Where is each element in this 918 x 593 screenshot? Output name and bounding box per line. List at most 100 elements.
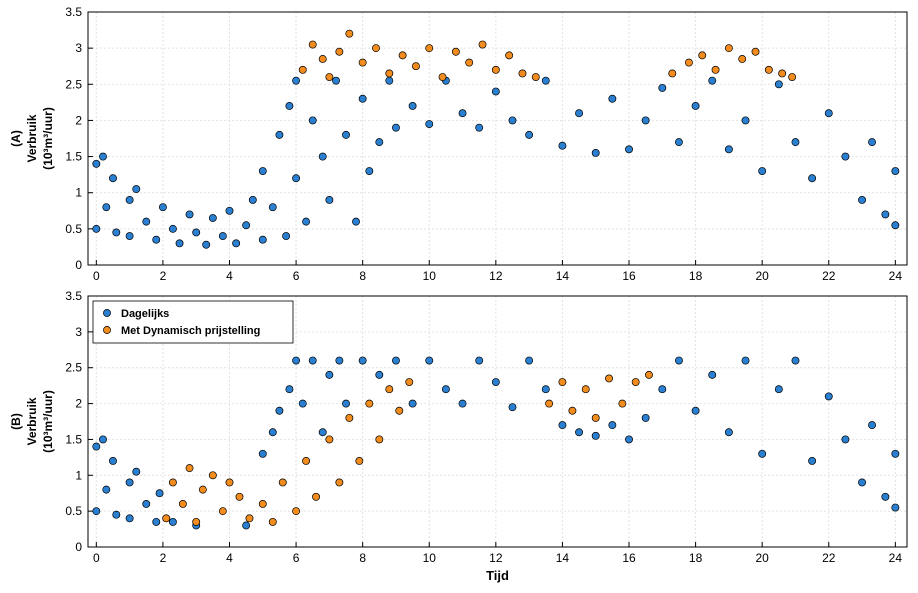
- point: [285, 385, 294, 394]
- point: [625, 435, 633, 444]
- point: [408, 102, 417, 110]
- point: [99, 435, 107, 444]
- point: [541, 385, 550, 394]
- plot-frame: [87, 11, 908, 266]
- y-tick-label: 2.5: [65, 361, 82, 375]
- panel: 00.511.522.533.50 2 4 6 8 10 12 14 16 18 20 22 24(B)…: [9, 289, 908, 583]
- point: [185, 464, 194, 473]
- point: [764, 65, 773, 74]
- point: [125, 478, 134, 487]
- point: [841, 435, 850, 444]
- x-tick-label: 20: [755, 551, 769, 565]
- point: [558, 141, 567, 150]
- point: [152, 235, 161, 244]
- y-axis-label: Verbruik: [25, 114, 39, 162]
- point: [275, 130, 284, 139]
- point: [808, 174, 817, 183]
- y-tick-label: 3.5: [65, 5, 82, 19]
- point: [258, 449, 267, 458]
- point: [641, 116, 650, 125]
- x-tick-label: 18: [689, 269, 703, 283]
- point: [242, 221, 251, 230]
- point: [741, 356, 750, 365]
- x-tick-label: 16: [622, 551, 636, 565]
- point: [375, 138, 384, 147]
- y-axis-label: (10³m³/uur): [41, 390, 55, 453]
- point: [618, 399, 627, 408]
- point: [891, 221, 900, 230]
- point: [335, 47, 344, 56]
- point: [358, 356, 367, 365]
- point: [631, 378, 640, 387]
- x-tick-label: 12: [489, 269, 503, 283]
- point: [92, 442, 101, 451]
- point: [581, 385, 590, 394]
- point: [392, 123, 400, 132]
- point: [531, 73, 540, 82]
- plot-area: [88, 12, 907, 265]
- point: [824, 392, 833, 401]
- point: [292, 174, 301, 183]
- point: [751, 47, 760, 56]
- legend-label: Dagelijks: [121, 308, 169, 320]
- point: [308, 116, 317, 125]
- point: [142, 500, 151, 508]
- point: [312, 492, 321, 501]
- point: [345, 29, 354, 38]
- point: [708, 370, 717, 379]
- point: [858, 195, 867, 204]
- x-tick-label: 18: [689, 551, 703, 565]
- x-tick-label: 6: [293, 551, 300, 565]
- point: [508, 403, 517, 412]
- point: [425, 120, 434, 128]
- x-tick-label: 4: [226, 551, 233, 565]
- point: [375, 435, 384, 444]
- point: [405, 378, 414, 387]
- legend-label: Met Dynamisch prijstelling: [121, 325, 260, 337]
- point: [318, 55, 327, 63]
- point: [292, 356, 301, 365]
- point: [285, 102, 294, 110]
- x-tick-label: 10: [423, 269, 437, 283]
- x-tick-label: 8: [359, 551, 366, 565]
- point: [258, 167, 267, 175]
- point: [508, 116, 517, 125]
- point: [302, 456, 311, 465]
- x-tick-label: 24: [889, 269, 903, 283]
- x-tick-label: 0: [93, 551, 100, 565]
- point: [398, 51, 407, 60]
- point: [674, 356, 683, 365]
- point: [558, 378, 567, 387]
- point: [808, 456, 817, 465]
- point: [491, 65, 500, 74]
- point: [738, 55, 747, 63]
- point: [868, 138, 876, 147]
- panel-label: (B): [9, 413, 23, 430]
- x-tick-label: 22: [822, 551, 836, 565]
- point: [385, 69, 394, 78]
- point: [841, 152, 850, 161]
- point: [465, 58, 474, 67]
- point: [202, 240, 211, 249]
- point: [791, 138, 800, 147]
- point: [408, 399, 417, 408]
- y-tick-label: 2: [75, 397, 82, 411]
- point: [758, 167, 767, 175]
- point: [881, 492, 890, 501]
- point: [112, 228, 121, 237]
- point: [325, 435, 334, 444]
- point: [268, 203, 277, 212]
- point: [438, 73, 447, 82]
- point: [451, 47, 460, 56]
- point: [208, 214, 217, 222]
- x-tick-label: 6: [293, 269, 300, 283]
- point: [225, 206, 234, 215]
- point: [385, 76, 394, 85]
- point: [192, 228, 201, 237]
- x-tick-label: 12: [489, 551, 503, 565]
- point: [192, 517, 201, 526]
- point: [335, 478, 344, 487]
- point: [198, 485, 207, 494]
- y-tick-label: 1: [75, 468, 82, 482]
